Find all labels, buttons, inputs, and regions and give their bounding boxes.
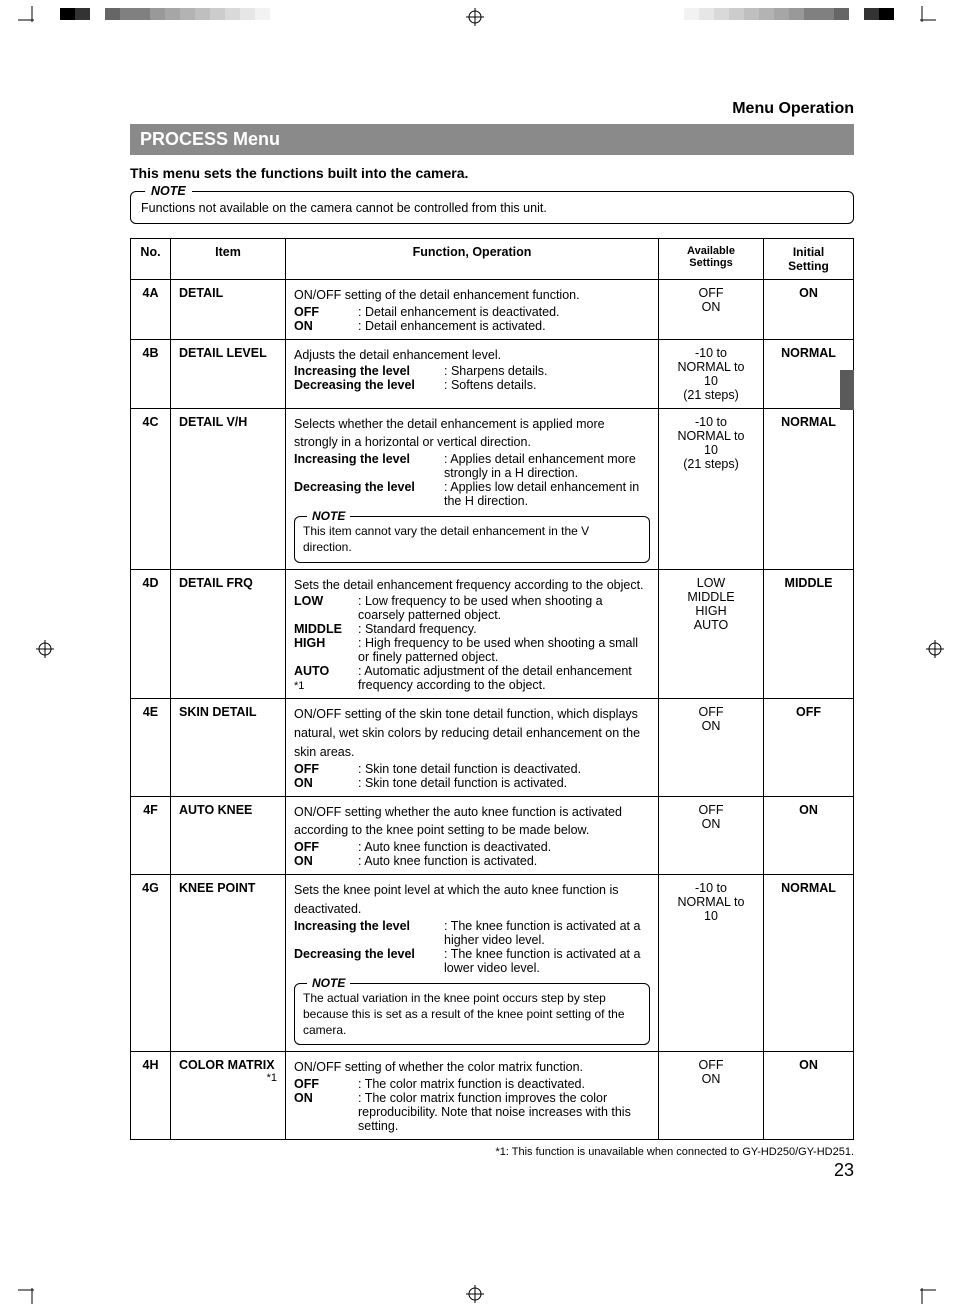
page-number: 23 [130,1160,854,1181]
cell-function: ON/OFF setting of the skin tone detail f… [286,699,659,796]
table-row: 4A DETAIL ON/OFF setting of the detail e… [131,279,854,339]
cell-available: OFF ON [659,796,764,875]
cell-item: DETAIL V/H [171,408,286,569]
inline-note-box: NOTE This item cannot vary the detail en… [294,516,650,562]
cell-initial: OFF [764,699,854,796]
cell-item: DETAIL [171,279,286,339]
cell-item: SKIN DETAIL [171,699,286,796]
note-label: NOTE [307,975,350,991]
cell-function: Sets the knee point level at which the a… [286,875,659,1052]
inline-note-box: NOTE The actual variation in the knee po… [294,983,650,1046]
cell-initial: NORMAL [764,408,854,569]
cell-no: 4G [131,875,171,1052]
cell-initial: ON [764,1052,854,1140]
col-header-available: Available Settings [659,238,764,279]
cell-no: 4D [131,569,171,699]
registration-mark-icon [466,8,484,26]
page-title-bar: PROCESS Menu [130,124,854,155]
cell-no: 4C [131,408,171,569]
registration-mark-icon [926,640,944,658]
section-header: Menu Operation [130,100,854,118]
cell-function: Selects whether the detail enhancement i… [286,408,659,569]
crop-mark-icon [18,6,42,33]
cell-initial: MIDDLE [764,569,854,699]
registration-mark-icon [36,640,54,658]
process-menu-table: No. Item Function, Operation Available S… [130,238,854,1140]
cell-available: -10 to NORMAL to 10 (21 steps) [659,408,764,569]
cell-no: 4F [131,796,171,875]
note-label: NOTE [307,508,350,524]
table-header-row: No. Item Function, Operation Available S… [131,238,854,279]
top-note-box: NOTE Functions not available on the came… [130,191,854,224]
table-row: 4D DETAIL FRQ Sets the detail enhancemen… [131,569,854,699]
col-header-initial: Initial Setting [764,238,854,279]
cell-function: ON/OFF setting of whether the color matr… [286,1052,659,1140]
cell-function: ON/OFF setting whether the auto knee fun… [286,796,659,875]
cell-no: 4E [131,699,171,796]
cell-initial: ON [764,279,854,339]
note-text: The actual variation in the knee point o… [303,991,625,1037]
cell-initial: NORMAL [764,875,854,1052]
print-colorbar-left [60,8,270,20]
table-row: 4G KNEE POINT Sets the knee point level … [131,875,854,1052]
section-tab-marker [840,370,854,410]
crop-mark-icon [18,1280,42,1307]
cell-available: -10 to NORMAL to 10 [659,875,764,1052]
table-row: 4C DETAIL V/H Selects whether the detail… [131,408,854,569]
cell-item: KNEE POINT [171,875,286,1052]
cell-no: 4B [131,339,171,408]
cell-function: ON/OFF setting of the detail enhancement… [286,279,659,339]
table-row: 4F AUTO KNEE ON/OFF setting whether the … [131,796,854,875]
note-label: NOTE [145,183,192,200]
footnote-text: *1: This function is unavailable when co… [130,1146,854,1158]
crop-mark-icon [912,1280,936,1307]
registration-mark-icon [466,1285,484,1303]
table-row: 4B DETAIL LEVEL Adjusts the detail enhan… [131,339,854,408]
note-text: This item cannot vary the detail enhance… [303,524,589,554]
cell-available: OFF ON [659,1052,764,1140]
cell-no: 4H [131,1052,171,1140]
cell-available: OFF ON [659,699,764,796]
cell-no: 4A [131,279,171,339]
col-header-no: No. [131,238,171,279]
cell-function: Sets the detail enhancement frequency ac… [286,569,659,699]
col-header-function: Function, Operation [286,238,659,279]
table-row: 4E SKIN DETAIL ON/OFF setting of the ski… [131,699,854,796]
cell-function: Adjusts the detail enhancement level. In… [286,339,659,408]
print-colorbar-right [684,8,894,20]
crop-mark-icon [912,6,936,33]
col-header-item: Item [171,238,286,279]
cell-available: -10 to NORMAL to 10 (21 steps) [659,339,764,408]
cell-available: OFF ON [659,279,764,339]
cell-item: AUTO KNEE [171,796,286,875]
cell-item: DETAIL LEVEL [171,339,286,408]
cell-available: LOW MIDDLE HIGH AUTO [659,569,764,699]
cell-item: DETAIL FRQ [171,569,286,699]
cell-initial: ON [764,796,854,875]
table-row: 4H COLOR MATRIX *1 ON/OFF setting of whe… [131,1052,854,1140]
page-subtitle: This menu sets the functions built into … [130,165,854,181]
cell-item: COLOR MATRIX *1 [171,1052,286,1140]
note-text: Functions not available on the camera ca… [141,201,547,215]
document-page: Menu Operation PROCESS Menu This menu se… [0,0,954,1313]
